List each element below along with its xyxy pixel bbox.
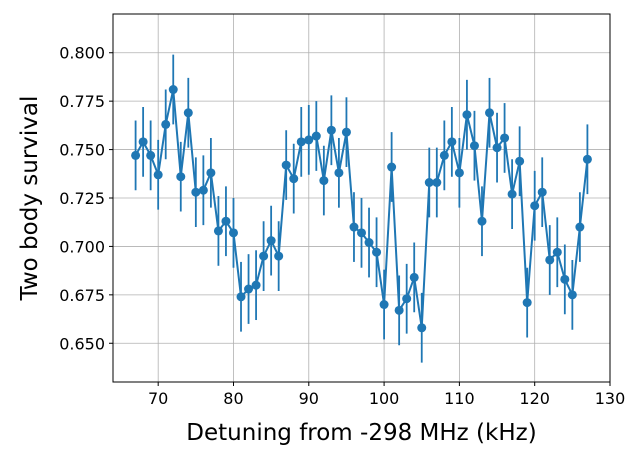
data-point [251,280,261,290]
x-tick-label: 80 [223,389,243,408]
data-point [387,162,397,172]
y-tick-label: 0.650 [59,334,105,353]
y-tick-label: 0.725 [59,189,105,208]
x-axis-ticks: 70 80 90 100 110 120 130 [148,382,625,408]
data-point [228,228,238,238]
data-point [334,168,344,178]
data-point [138,137,148,147]
y-tick-label: 0.700 [59,237,105,256]
data-point [266,236,276,246]
data-point [469,141,479,151]
data-point [176,172,186,182]
data-point [545,255,555,265]
x-tick-label: 110 [444,389,475,408]
data-point [213,226,223,236]
data-point [198,185,208,195]
data-point [409,272,419,282]
data-point [183,108,193,118]
x-tick-label: 130 [595,389,626,408]
data-point [326,125,336,135]
x-axis-label: Detuning from -298 MHz (kHz) [186,420,536,446]
data-point [582,154,592,164]
data-point [244,284,254,294]
data-point [206,168,216,178]
y-tick-label: 0.800 [59,44,105,63]
data-point [281,160,291,170]
data-point [146,150,156,160]
y-tick-label: 0.775 [59,92,105,111]
y-tick-label: 0.675 [59,286,105,305]
data-point [221,216,231,226]
data-point [311,131,321,141]
data-point [454,168,464,178]
data-point [552,247,562,257]
data-point [341,127,351,137]
data-point [236,292,246,302]
data-point [530,201,540,211]
data-markers [131,85,592,333]
y-axis-label: Two body survival [17,96,43,302]
data-point [319,176,329,186]
y-axis-ticks: 0.650 0.675 0.700 0.725 0.750 0.775 0.800 [59,44,113,353]
data-point [161,119,171,129]
data-point [507,189,517,199]
data-point [560,274,570,284]
data-point [296,137,306,147]
data-point [515,156,525,166]
x-tick-label: 70 [148,389,168,408]
data-point [372,247,382,257]
data-point [274,251,284,261]
data-point [485,108,495,118]
data-point [537,187,547,197]
data-point [379,300,389,310]
data-point [168,85,178,95]
data-point [575,222,585,232]
plot-frame [112,13,611,383]
data-point [522,298,532,308]
data-point [349,222,359,232]
data-point [417,323,427,333]
y-tick-label: 0.750 [59,141,105,160]
data-point [402,294,412,304]
data-point [357,228,366,238]
data-point [289,174,299,184]
data-point [424,178,434,188]
data-point [394,305,404,315]
data-point [477,216,487,226]
x-tick-label: 90 [299,389,319,408]
data-point [439,150,449,160]
data-point [153,170,163,180]
data-point [500,133,510,143]
data-point [259,251,269,261]
data-point [131,150,141,160]
data-point [364,238,374,248]
data-point [191,187,201,197]
data-point [567,290,577,300]
data-point [462,110,472,120]
x-tick-label: 120 [519,389,550,408]
x-tick-label: 100 [369,389,400,408]
data-point [492,143,502,153]
data-point [304,135,314,145]
data-point [432,178,442,188]
data-point [447,137,457,147]
